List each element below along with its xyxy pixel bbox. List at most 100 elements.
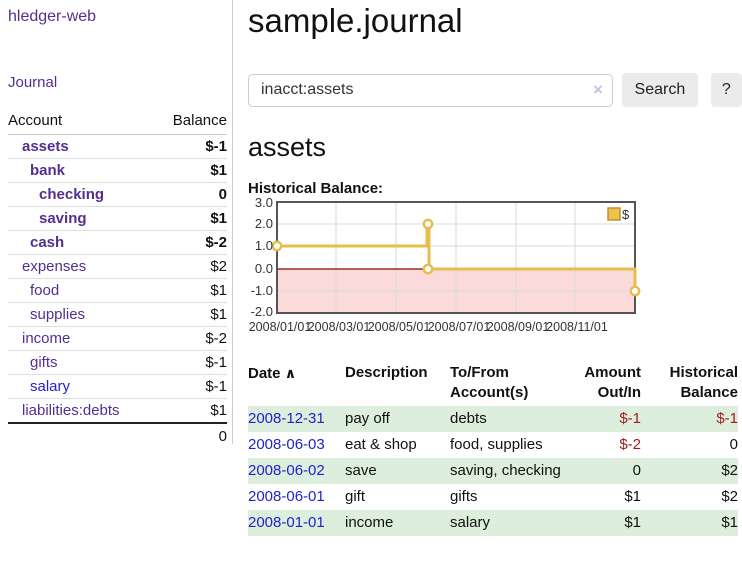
account-link-checking[interactable]: checking [39, 186, 105, 203]
transaction-accounts: salary [450, 510, 565, 536]
transaction-balance: 0 [729, 436, 738, 453]
chart-vertical-gridlines [335, 203, 576, 312]
transaction-accounts: saving, checking [450, 458, 565, 484]
svg-text:2.0: 2.0 [255, 216, 273, 231]
transaction-date-link[interactable]: 2008-01-01 [248, 514, 325, 531]
account-link-bank[interactable]: bank [30, 162, 66, 179]
svg-text:2008/11/01: 2008/11/01 [546, 320, 608, 334]
account-row: liabilities:debts $1 [8, 398, 227, 424]
transaction-date-link[interactable]: 2008-06-01 [248, 488, 325, 505]
account-link-income[interactable]: income [22, 330, 71, 347]
account-balance: $1 [155, 278, 227, 303]
account-row: supplies $1 [8, 302, 227, 327]
amount-column-header: Amount Out/In [584, 364, 641, 401]
page-title: sample.journal [248, 2, 463, 39]
account-link-salary[interactable]: salary [30, 378, 71, 395]
app-title-link[interactable]: hledger-web [8, 8, 97, 25]
account-balance: 0 [155, 182, 227, 207]
register-row: 2008-12-31 pay off debts $-1 $-1 [248, 406, 738, 432]
search-input[interactable] [248, 73, 613, 107]
account-row: gifts $-1 [8, 350, 227, 375]
svg-text:1.0: 1.0 [255, 238, 273, 253]
account-balance: $1 [155, 398, 227, 424]
sort-ascending-icon: ∧ [284, 365, 297, 381]
description-column-header: Description [345, 364, 428, 381]
register-row: 2008-01-01 income salary $1 $1 [248, 510, 738, 536]
transaction-description: gift [345, 488, 366, 505]
legend-label: $ [622, 207, 630, 222]
svg-text:-1.0: -1.0 [251, 283, 273, 298]
date-column-header[interactable]: Date ∧ [248, 365, 297, 382]
account-link-expenses[interactable]: expenses [22, 258, 87, 275]
account-balance: $1 [155, 302, 227, 327]
transaction-balance: $2 [721, 488, 738, 505]
balance-column-header: Historical Balance [669, 364, 738, 401]
transaction-description: pay off [345, 406, 450, 432]
accounts-total-balance: 0 [218, 428, 227, 445]
transaction-amount: 0 [565, 458, 643, 484]
svg-text:2008/03/01: 2008/03/01 [308, 320, 371, 334]
balance-column-header: Balance [155, 110, 227, 135]
legend-swatch [607, 207, 621, 221]
account-row: assets $-1 [8, 134, 227, 159]
svg-text:2008/01/01: 2008/01/01 [249, 320, 312, 334]
y-axis-labels: 3.0 2.0 1.0 0.0 -1.0 -2.0 [251, 197, 273, 319]
account-row: checking 0 [8, 182, 227, 207]
account-heading: assets [248, 132, 327, 162]
transaction-balance: $2 [643, 458, 738, 484]
account-balance: $-1 [155, 374, 227, 399]
svg-text:0.0: 0.0 [255, 261, 273, 276]
account-row: salary $-1 [8, 374, 227, 399]
transaction-date-link[interactable]: 2008-06-03 [248, 436, 325, 453]
account-link-supplies[interactable]: supplies [30, 306, 86, 323]
historical-balance-chart: $ 3.0 2.0 1.0 0.0 -1.0 -2.0 2008/01/01 2… [244, 197, 742, 343]
account-row: food $1 [8, 278, 227, 303]
account-balance: $-2 [155, 326, 227, 351]
clear-search-icon[interactable]: × [593, 79, 603, 99]
search-button[interactable]: Search [622, 73, 698, 107]
transaction-amount: $1 [565, 510, 643, 536]
svg-text:2008/05/01: 2008/05/01 [368, 320, 431, 334]
account-balance: $-1 [155, 134, 227, 159]
account-link-assets[interactable]: assets [22, 138, 69, 155]
chart-title: Historical Balance: [248, 180, 384, 197]
svg-text:3.0: 3.0 [255, 197, 273, 210]
account-link-saving[interactable]: saving [39, 210, 87, 227]
account-row: expenses $2 [8, 254, 227, 279]
register-row: 2008-06-01 gift gifts $1 $2 [248, 484, 738, 510]
account-row: income $-2 [8, 326, 227, 351]
transaction-balance: $-1 [643, 406, 738, 432]
account-balance: $-1 [155, 350, 227, 375]
transaction-date-link[interactable]: 2008-12-31 [248, 410, 325, 427]
balance-data-markers [271, 218, 641, 297]
account-link-food[interactable]: food [30, 282, 60, 299]
account-link-gifts[interactable]: gifts [30, 354, 58, 371]
account-row: saving $1 [8, 206, 227, 231]
x-axis-labels: 2008/01/01 2008/03/01 2008/05/01 2008/07… [249, 320, 608, 334]
account-column-header: Account [8, 110, 156, 135]
register-row: 2008-06-03 eat & shop food, supplies $-2… [248, 432, 738, 458]
account-balance: $1 [155, 206, 227, 231]
main-content: sample.journal × Search ? assets Histori… [248, 0, 742, 536]
transaction-amount: $-2 [619, 436, 641, 453]
account-balance: $2 [155, 254, 227, 279]
search-form: × Search ? [248, 73, 742, 107]
transaction-accounts: debts [450, 406, 565, 432]
help-button[interactable]: ? [710, 73, 742, 107]
transaction-accounts: gifts [450, 488, 478, 505]
transaction-amount: $-1 [565, 406, 643, 432]
account-link-cash[interactable]: cash [30, 234, 65, 251]
svg-text:2008/09/01: 2008/09/01 [487, 320, 550, 334]
accounts-table: Account Balance assets $-1 bank $1 check… [8, 110, 227, 448]
sidebar-item-journal[interactable]: Journal [8, 74, 58, 91]
account-balance: $-2 [155, 230, 227, 255]
register-table: Date ∧ Description To/From Account(s) Am… [248, 360, 738, 536]
sidebar: hledger-web Journal Account Balance asse… [0, 0, 233, 445]
svg-text:2008/07/01: 2008/07/01 [428, 320, 491, 334]
account-balance: $1 [155, 158, 227, 183]
transaction-date-link[interactable]: 2008-06-02 [248, 462, 325, 479]
search-box: × [248, 73, 613, 107]
accounts-header-row: Account Balance [8, 110, 227, 135]
account-link-liabilities-debts[interactable]: liabilities:debts [22, 402, 120, 419]
svg-text:-2.0: -2.0 [251, 304, 273, 319]
